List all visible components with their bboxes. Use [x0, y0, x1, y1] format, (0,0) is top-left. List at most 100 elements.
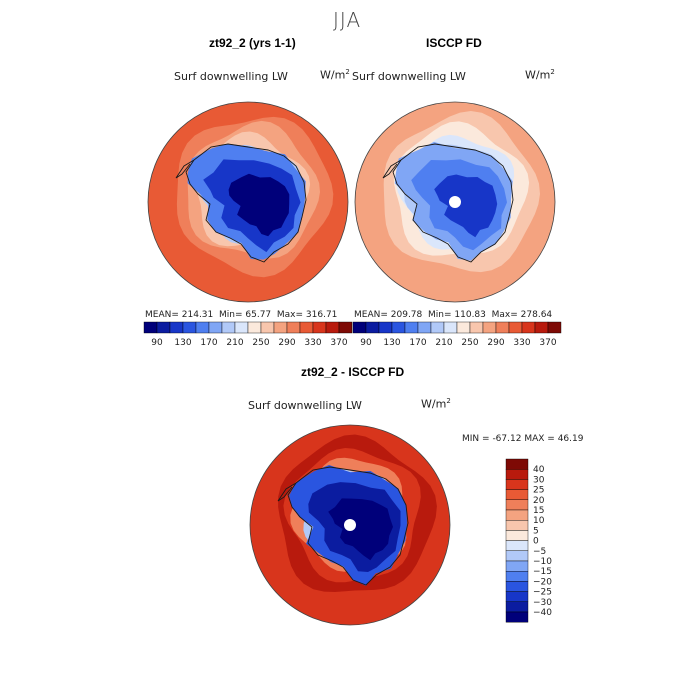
colorbar-tick-label: −40: [533, 608, 552, 618]
colorbar-swatch: [456, 321, 471, 334]
panel1-min-value: 65.77: [245, 310, 272, 320]
colorbar-tick-label: 210: [226, 338, 243, 348]
colorbar-swatch: [505, 458, 529, 470]
colorbar-swatch: [534, 321, 549, 334]
colorbar-swatch: [505, 509, 529, 521]
panel1-colorbar: 90 130 170 210 250 290 330 370: [143, 321, 353, 348]
colorbar-tick-label: 210: [435, 338, 452, 348]
colorbar-swatch: [505, 530, 529, 541]
colorbar-swatch: [505, 601, 529, 613]
colorbar-tick-label: 15: [533, 506, 544, 516]
panel2-max-value: 278.64: [520, 310, 553, 320]
panel2-mean-label: MEAN=: [354, 310, 388, 320]
panel1-variable: Surf downwelling LW: [174, 70, 288, 83]
map-field: [250, 425, 450, 625]
colorbar-tick-label: 10: [533, 516, 545, 526]
panel1-units: W/m2: [320, 68, 350, 82]
colorbar-swatch: [505, 581, 529, 592]
panel2-title: ISCCP FD: [426, 36, 482, 50]
colorbar-swatch: [505, 591, 529, 603]
panel1-mean-label: MEAN=: [145, 310, 179, 320]
colorbar-tick-label: 0: [533, 537, 539, 547]
colorbar-tick-label: 170: [200, 338, 217, 348]
colorbar-tick-label: 25: [533, 486, 544, 496]
colorbar-swatch: [143, 321, 158, 334]
colorbar-tick-label: 170: [409, 338, 426, 348]
panel3-title: zt92_2 - ISCCP FD: [301, 365, 405, 379]
panel1-max-value: 316.71: [305, 310, 338, 320]
colorbar-tick-label: 330: [304, 338, 321, 348]
colorbar-tick-label: −10: [533, 557, 552, 567]
colorbar-swatch: [417, 321, 432, 334]
colorbar-swatch: [443, 321, 458, 334]
colorbar-swatch: [182, 321, 197, 334]
map-boundary: [147, 101, 349, 303]
colorbar-swatch: [338, 321, 353, 334]
colorbar-swatch: [508, 321, 523, 334]
colorbar-swatch: [325, 321, 340, 334]
colorbar-swatch: [505, 570, 529, 582]
colorbar-swatch: [404, 321, 419, 334]
colorbar-swatch: [482, 321, 497, 334]
field-core: [434, 174, 498, 238]
colorbar-tick-label: −20: [533, 577, 552, 587]
colorbar-swatch: [299, 321, 314, 334]
colorbar-swatch: [505, 489, 529, 500]
colorbar-tick-label: 290: [278, 338, 295, 348]
panel3-min-label: MIN =: [462, 434, 490, 444]
colorbar-swatch: [505, 540, 529, 551]
colorbar-tick-label: −30: [533, 598, 552, 608]
colorbar-tick-label: 370: [539, 338, 556, 348]
panel2-units: W/m2: [525, 68, 555, 82]
panel1-title: zt92_2 (yrs 1-1): [209, 36, 296, 50]
peninsula-coastline: [175, 159, 195, 179]
colorbar-swatch: [352, 321, 367, 334]
colorbar-swatch: [505, 468, 529, 480]
panel2-polar-map: [354, 101, 556, 303]
colorbar-tick-label: 30: [533, 475, 545, 485]
pole-hole: [449, 196, 461, 208]
colorbar-swatch: [247, 321, 262, 334]
colorbar-swatch: [286, 321, 301, 334]
colorbar-tick-label: 330: [513, 338, 530, 348]
coastline: [185, 143, 307, 263]
panel2-max-label: Max=: [491, 310, 518, 320]
colorbar-tick-label: 130: [383, 338, 400, 348]
colorbar-tick-label: 250: [252, 338, 269, 348]
colorbar-tick-label: 370: [330, 338, 347, 348]
panel1-stats: MEAN= 214.31 Min= 65.77 Max= 316.71: [145, 310, 337, 320]
panel1-units-exp: 2: [345, 68, 350, 76]
panel2-units-exp: 2: [550, 68, 555, 76]
map-field: [148, 102, 348, 302]
colorbar-swatch: [169, 321, 184, 334]
colorbar-swatch: [547, 321, 562, 334]
colorbar-swatch: [505, 560, 529, 572]
panel1-max-label: Max=: [276, 310, 304, 320]
pole-hole: [344, 519, 356, 531]
season-title: JJA: [333, 8, 362, 32]
panel1-polar-map: [147, 101, 349, 303]
colorbar-swatch: [195, 321, 210, 334]
peninsula-coastline: [277, 482, 297, 502]
panel3-max-label: MAX =: [524, 434, 555, 444]
colorbar-tick-label: 5: [533, 526, 539, 536]
colorbar-swatch: [495, 321, 510, 334]
panel2-colorbar: 90 130 170 210 250 290 330 370: [352, 321, 562, 348]
colorbar-tick-label: 20: [533, 496, 545, 506]
colorbar-swatch: [469, 321, 484, 334]
coastline: [287, 466, 409, 586]
colorbar-tick-label: −5: [533, 547, 546, 557]
colorbar-swatch: [505, 479, 529, 490]
field-core: [228, 173, 290, 237]
colorbar-swatch: [505, 499, 529, 511]
colorbar-swatch: [430, 321, 445, 334]
colorbar-swatch: [378, 321, 393, 334]
panel3-polar-map: [249, 424, 451, 626]
panel3-units-exp: 2: [446, 397, 451, 405]
peninsula-coastline: [382, 159, 402, 179]
map-boundary: [354, 101, 556, 303]
colorbar-tick-label: 90: [151, 338, 163, 348]
panel1-mean-value: 214.31: [181, 310, 214, 320]
panel2-mean-value: 209.78: [390, 310, 423, 320]
